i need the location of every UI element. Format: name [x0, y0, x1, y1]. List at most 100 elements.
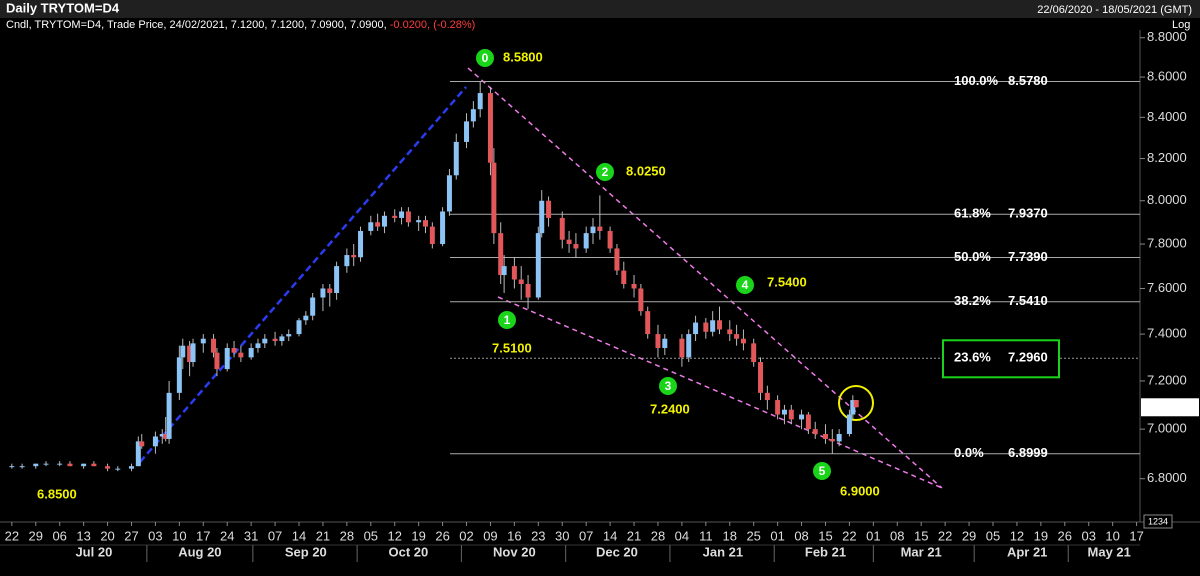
candle-body	[710, 320, 716, 332]
wave-marker	[736, 276, 754, 294]
candle-body	[200, 338, 206, 344]
wave-price: 7.5100	[492, 340, 532, 355]
month-label: Mar 21	[901, 544, 942, 559]
month-label: Jul 20	[75, 544, 112, 559]
candle-body	[327, 288, 333, 293]
x-tick-label: 29	[29, 528, 43, 543]
candle-body	[501, 266, 507, 276]
candle-body	[464, 121, 470, 142]
candle-body	[498, 233, 504, 276]
candle-body	[645, 311, 651, 335]
candle-body	[727, 329, 733, 335]
fib-value: 7.2960	[1008, 350, 1048, 365]
candle-body	[255, 343, 261, 349]
x-tick-label: 26	[435, 528, 449, 543]
x-tick-label: 26	[1058, 528, 1072, 543]
y-tick-label: 7.4000	[1147, 326, 1187, 341]
x-tick-label: 31	[244, 528, 258, 543]
candle-body	[788, 409, 794, 420]
candle-body	[734, 334, 740, 339]
x-tick-label: 01	[770, 528, 784, 543]
candle-body	[190, 343, 196, 363]
chart-title: Daily TRYTOM=D4	[6, 0, 120, 15]
candle-body	[781, 409, 787, 415]
y-tick-label: 7.0000	[1147, 421, 1187, 436]
candle-body	[422, 220, 428, 227]
x-tick-label: 12	[387, 528, 401, 543]
x-tick-label: 08	[890, 528, 904, 543]
candle-body	[105, 466, 111, 469]
x-tick-label: 17	[1129, 528, 1143, 543]
candle-body	[368, 222, 374, 231]
start-note: 6.8500	[37, 486, 77, 501]
candle-body	[679, 338, 685, 358]
y-tick-label: 8.6000	[1147, 69, 1187, 84]
month-label: Oct 20	[389, 544, 429, 559]
candle-body	[381, 215, 387, 227]
candle-body	[686, 334, 692, 358]
candle-body	[703, 322, 709, 332]
candle-body	[19, 466, 25, 468]
wave-number: 4	[742, 278, 749, 292]
fib-percent: 61.8%	[954, 206, 991, 221]
x-tick-label: 07	[268, 528, 282, 543]
candle-body	[334, 266, 340, 293]
candle-body	[279, 336, 285, 342]
candle-body	[296, 320, 302, 335]
x-tick-label: 15	[914, 528, 928, 543]
month-label: Dec 20	[596, 544, 638, 559]
wave-number: 1	[504, 313, 511, 327]
candle-body	[805, 414, 811, 430]
x-tick-label: 21	[627, 528, 641, 543]
candle-body	[224, 348, 230, 370]
candle-body	[491, 162, 497, 234]
x-tick-label: 05	[986, 528, 1000, 543]
candle-body	[764, 392, 770, 401]
x-tick-label: 20	[100, 528, 114, 543]
last-price-box	[1141, 398, 1199, 417]
wave-price: 7.2400	[650, 401, 690, 416]
candle-body	[812, 429, 818, 435]
candle-body	[655, 334, 661, 349]
candle-body	[135, 441, 141, 467]
candle-body	[518, 279, 524, 284]
y-tick-label: 8.4000	[1147, 109, 1187, 124]
x-tick-label: 02	[459, 528, 473, 543]
candle-body	[717, 320, 723, 330]
candle-body	[590, 226, 596, 234]
x-tick-label: 21	[316, 528, 330, 543]
candle-body	[392, 215, 398, 218]
y-tick-label: 8.2000	[1147, 150, 1187, 165]
candle-body	[262, 338, 268, 344]
candle-body	[477, 93, 483, 110]
candle-body	[163, 434, 169, 439]
x-tick-label: 03	[1081, 528, 1095, 543]
x-tick-label: 05	[364, 528, 378, 543]
candle-body	[272, 338, 278, 342]
x-tick-label: 28	[651, 528, 665, 543]
candle-body	[416, 220, 422, 223]
candle-body	[453, 141, 459, 176]
info: Cndl, TRYTOM=D4, Trade Price, 24/02/2021…	[6, 19, 387, 31]
wave-price: 8.0250	[626, 163, 666, 178]
candle-body	[539, 200, 545, 234]
x-tick-label: 06	[52, 528, 66, 543]
candle-body	[662, 338, 668, 349]
title-bar	[0, 0, 1200, 18]
x-tick-label: 18	[723, 528, 737, 543]
x-tick-label: 19	[1034, 528, 1048, 543]
candle-body	[546, 200, 552, 218]
month-label: May 21	[1088, 544, 1131, 559]
fib-value: 7.7390	[1008, 249, 1048, 264]
x-tick-label: 29	[962, 528, 976, 543]
candle-body	[310, 297, 316, 316]
wave-price: 7.5400	[767, 274, 807, 289]
x-tick-label: 08	[794, 528, 808, 543]
fib-percent: 50.0%	[954, 249, 991, 264]
wave-number: 5	[819, 464, 826, 478]
candle-body	[614, 248, 620, 271]
wave-marker	[498, 311, 516, 329]
y-tick-label: 7.8000	[1147, 235, 1187, 250]
